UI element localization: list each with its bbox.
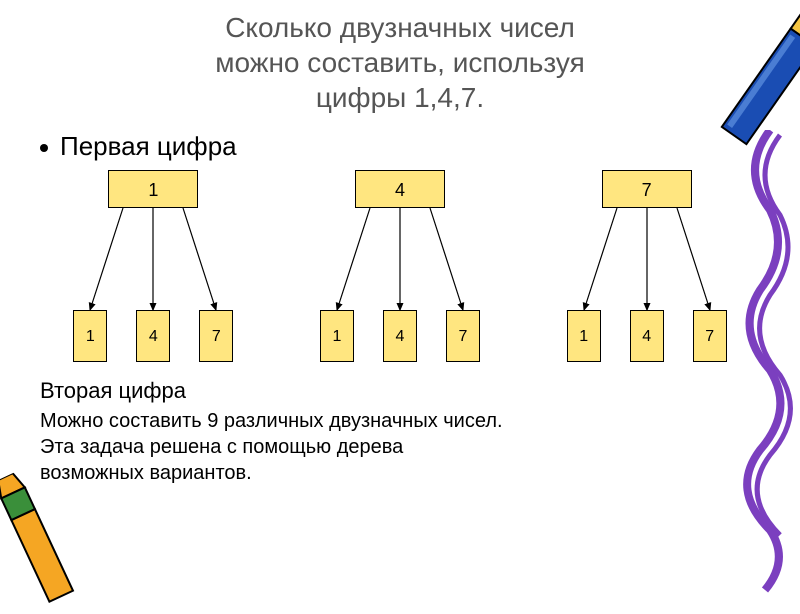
- tree-child-box: 4: [136, 310, 170, 362]
- second-digit-text: Вторая цифра: [40, 378, 186, 403]
- tree-root-box: 1: [108, 170, 198, 208]
- conclusion-line-1: Можно составить 9 различных двузначных ч…: [40, 410, 503, 432]
- tree-root-box: 4: [355, 170, 445, 208]
- title-line-1: Сколько двузначных чисел: [225, 12, 575, 43]
- first-digit-label: Первая цифра: [40, 131, 800, 162]
- tree-1: 1147: [53, 170, 253, 370]
- first-digit-text: Первая цифра: [60, 131, 237, 161]
- tree-child-box: 1: [320, 310, 354, 362]
- tree-child-box: 7: [199, 310, 233, 362]
- slide-title: Сколько двузначных чисел можно составить…: [0, 0, 800, 115]
- tree-root-box: 7: [602, 170, 692, 208]
- tree-child-box: 7: [693, 310, 727, 362]
- tree-child-box: 7: [446, 310, 480, 362]
- title-line-2: можно составить, используя: [215, 47, 585, 78]
- title-line-3: цифры 1,4,7.: [316, 82, 484, 113]
- second-digit-label: Вторая цифра: [40, 378, 760, 404]
- tree-child-box: 4: [383, 310, 417, 362]
- conclusion-text: Можно составить 9 различных двузначных ч…: [40, 408, 760, 486]
- tree-diagram-row: 1147 4147 7147: [0, 170, 800, 370]
- conclusion-line-2: Эта задача решена с помощью дерева: [40, 436, 403, 458]
- tree-2: 4147: [300, 170, 500, 370]
- tree-child-box: 1: [567, 310, 601, 362]
- squiggle-icon: [730, 130, 800, 600]
- conclusion-line-3: возможных вариантов.: [40, 462, 252, 484]
- crayon-orange-icon: [0, 466, 87, 614]
- tree-child-box: 1: [73, 310, 107, 362]
- tree-3: 7147: [547, 170, 747, 370]
- bullet-icon: [40, 144, 48, 152]
- tree-child-box: 4: [630, 310, 664, 362]
